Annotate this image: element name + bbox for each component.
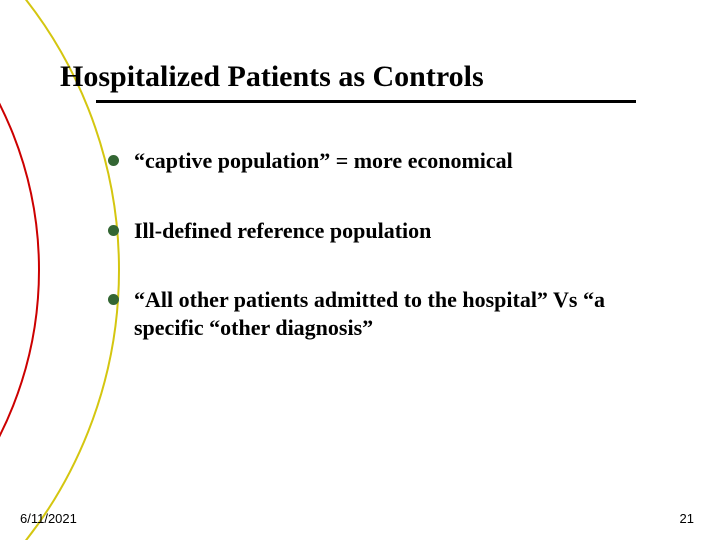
- bullet-list: “captive population” = more economical I…: [60, 147, 680, 341]
- slide-content: Hospitalized Patients as Controls “capti…: [60, 60, 680, 383]
- slide-title: Hospitalized Patients as Controls: [60, 60, 680, 94]
- title-underline: [96, 100, 636, 103]
- footer-date: 6/11/2021: [20, 511, 77, 526]
- bullet-item: Ill-defined reference population: [108, 217, 680, 245]
- footer-page-number: 21: [680, 511, 694, 526]
- bullet-item: “All other patients admitted to the hosp…: [108, 286, 680, 341]
- bullet-item: “captive population” = more economical: [108, 147, 680, 175]
